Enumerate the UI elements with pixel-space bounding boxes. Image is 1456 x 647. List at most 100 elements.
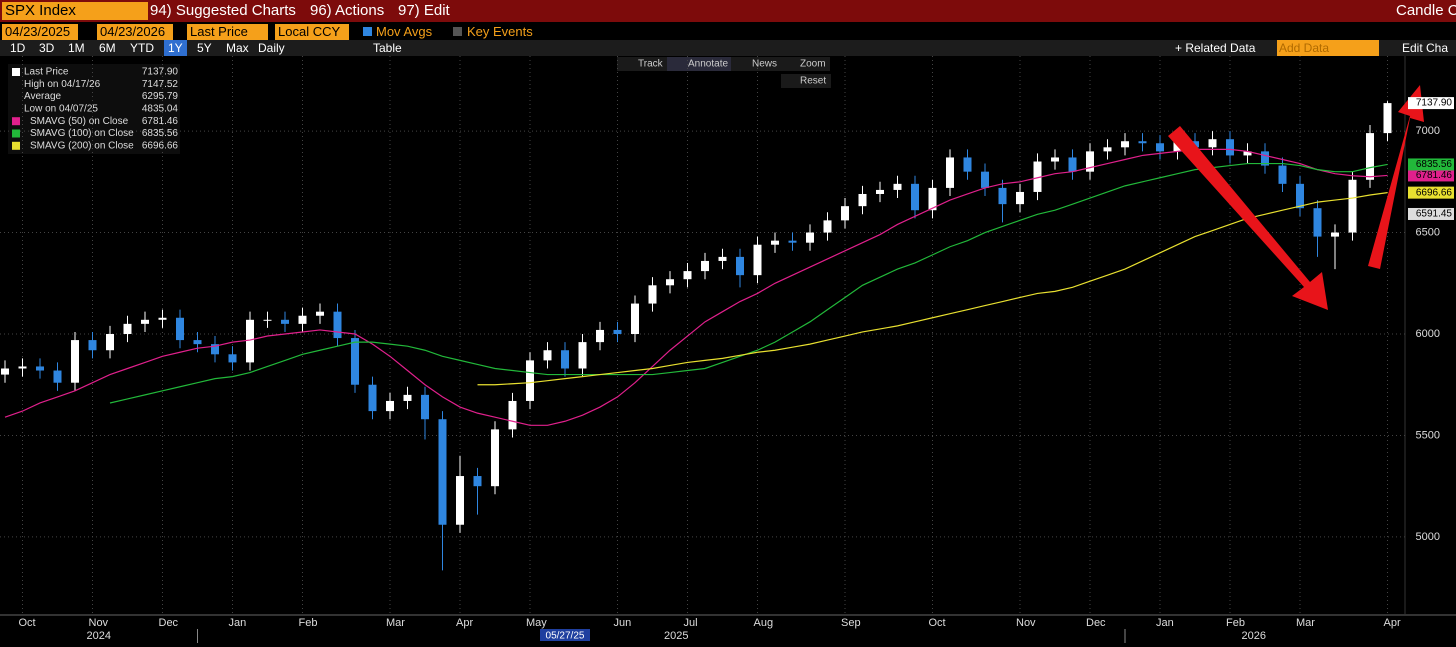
chart-tool[interactable]: Annotate (688, 59, 728, 70)
candle-body (211, 344, 219, 355)
currency[interactable]: Local CCY (275, 24, 349, 40)
legend-label: Average (24, 91, 62, 102)
chart-kind[interactable]: Candle Ch (1396, 2, 1456, 19)
period[interactable]: 1Y (164, 40, 187, 56)
legend-value: 6835.56 (142, 128, 179, 139)
candle-body (456, 476, 464, 525)
candle-body (1033, 161, 1042, 192)
candle-body (1156, 143, 1164, 152)
top-bar: SPX Index 94) Suggested Charts 96) Actio… (0, 0, 1456, 22)
ma-price-tag: 6835.56 (1416, 159, 1453, 170)
moving-average-line (477, 192, 1388, 386)
candle-body (351, 338, 359, 385)
x-tick-label: Mar (386, 617, 405, 629)
candle-body (526, 360, 534, 401)
candle-body (1208, 139, 1217, 148)
reset[interactable]: Reset (800, 76, 826, 87)
end-date[interactable]: 04/23/2026 (97, 24, 173, 40)
security[interactable]: SPX Index (2, 2, 148, 20)
chart-tool[interactable]: Zoom (800, 59, 826, 70)
add-data[interactable]: Add Data (1277, 40, 1379, 56)
period[interactable]: YTD (130, 41, 154, 55)
period[interactable]: 1D (10, 41, 26, 55)
candle-body (1313, 208, 1322, 237)
cursor-date-box (540, 629, 590, 641)
candle-body (438, 419, 447, 525)
x-tick-label: Mar (1296, 617, 1315, 629)
start-date[interactable]: 04/23/2025 (2, 24, 78, 40)
mov-avgs[interactable]: Mov Avgs (376, 24, 433, 39)
candle-body (718, 256, 727, 261)
period[interactable]: 5Y (197, 41, 212, 55)
legend-box (8, 64, 180, 154)
candle-body (176, 317, 184, 341)
candle-body (561, 350, 569, 369)
candle-body (1331, 232, 1339, 237)
candle-body (386, 400, 394, 412)
y-tick-label: 6500 (1416, 226, 1440, 238)
candle-body (1261, 151, 1269, 166)
candle-body (998, 187, 1007, 205)
cursor-date: 05/27/25 (546, 631, 585, 642)
legend-value: 6295.79 (142, 91, 179, 102)
background (0, 56, 1456, 647)
menu[interactable]: 97) Edit (398, 2, 450, 19)
field[interactable]: Last Price (187, 24, 268, 40)
candle-body (106, 334, 114, 351)
candle-body (596, 329, 604, 343)
candle-body (193, 340, 202, 345)
y-tick-label: 7000 (1416, 125, 1440, 137)
candle-body (18, 366, 27, 369)
candle-body (631, 303, 639, 334)
candle-body (368, 384, 377, 412)
menu[interactable]: 94) Suggested Charts (150, 2, 296, 19)
candle-body (1068, 157, 1077, 172)
legend-label: SMAVG (50) on Close (30, 116, 129, 127)
legend-label: High on 04/17/26 (24, 79, 101, 90)
legend-swatch (12, 141, 20, 150)
moving-average-line (4, 148, 1388, 426)
chart-tool[interactable]: Track (638, 59, 664, 70)
period[interactable]: 3D (39, 41, 55, 55)
price-tag-box (1408, 207, 1454, 220)
candle-body (228, 354, 237, 363)
y-tick-label: 5500 (1416, 429, 1440, 441)
candle-body (841, 206, 849, 221)
reset-button[interactable] (781, 74, 831, 88)
candle-body (876, 189, 884, 194)
x-tick-label: Jan (229, 617, 247, 629)
menu[interactable]: 96) Actions (310, 2, 385, 19)
candle-body (333, 311, 342, 339)
candle-body (316, 311, 324, 316)
checkbox[interactable] (363, 27, 372, 36)
legend-swatch (12, 68, 20, 76)
x-tick-label: Jul (684, 617, 698, 629)
ma-price-tag-box (1408, 169, 1454, 182)
x-tick-label: Aug (754, 617, 774, 629)
related-data[interactable]: + Related Data (1175, 41, 1256, 55)
period[interactable]: 6M (99, 41, 116, 55)
period[interactable]: Max (226, 41, 249, 55)
candle-body (263, 319, 272, 321)
year-label: 2024 (87, 630, 111, 642)
candle-body (823, 220, 832, 233)
price-tag: 6591.45 (1416, 209, 1453, 220)
candle-body (578, 342, 587, 369)
edit-chart[interactable]: Edit Cha (1402, 41, 1449, 55)
frequency[interactable]: Daily (258, 41, 285, 55)
key-events[interactable]: Key Events (467, 24, 533, 39)
candle-body (1138, 141, 1147, 144)
period[interactable]: 1M (68, 41, 85, 55)
candle-body (806, 232, 814, 243)
candle-body (1086, 151, 1094, 172)
checkbox[interactable] (453, 27, 462, 36)
ma-price-tag-box (1408, 158, 1454, 171)
candle-body (981, 171, 989, 188)
x-tick-label: Jun (614, 617, 632, 629)
x-tick-label: Nov (1016, 617, 1036, 629)
candle-body (71, 340, 79, 383)
x-tick-label: Oct (929, 617, 946, 629)
table[interactable]: Table (373, 41, 402, 55)
chart-tool[interactable]: News (752, 59, 777, 70)
